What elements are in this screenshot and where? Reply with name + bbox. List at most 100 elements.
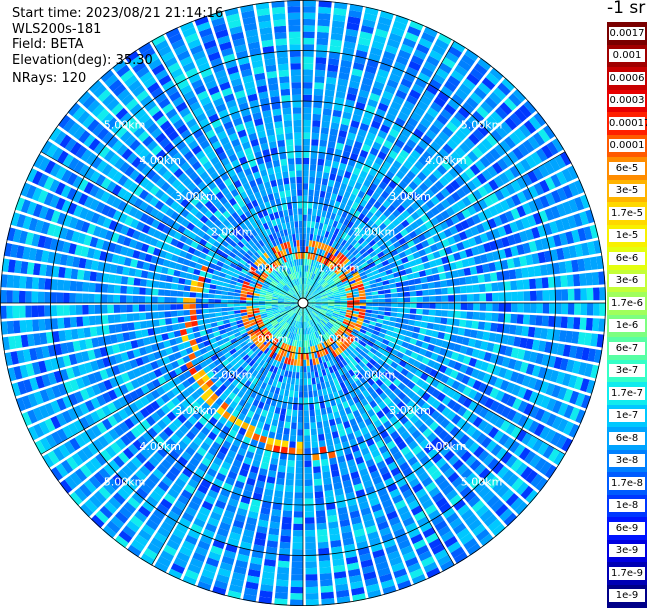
ppi-cell: [316, 504, 325, 511]
ppi-cell: [275, 484, 284, 491]
ppi-cell: [321, 210, 326, 217]
ppi-cell: [140, 279, 147, 287]
ppi-cell: [77, 328, 85, 338]
ppi-cell: [403, 292, 410, 297]
ppi-cell: [299, 334, 301, 340]
ppi-cell: [331, 193, 337, 200]
ppi-cell: [314, 473, 322, 480]
ppi-cell: [510, 314, 517, 324]
ppi-cell: [76, 281, 83, 291]
ppi-cell: [586, 273, 593, 286]
ppi-cell: [461, 294, 468, 301]
ppi-cell: [318, 542, 329, 549]
ppi-cell: [580, 318, 587, 331]
ppi-cell: [246, 301, 252, 303]
ppi-cell: [300, 360, 303, 366]
ppi-cell: [277, 567, 289, 574]
ppi-cell: [480, 293, 487, 301]
ppi-cell: [325, 160, 332, 167]
ppi-cell: [326, 439, 333, 446]
ppi-cell: [383, 285, 390, 290]
ppi-cell: [303, 63, 313, 70]
ppi-cell: [291, 574, 303, 581]
ppi-cell: [185, 322, 192, 328]
ppi-cell: [299, 391, 303, 397]
ppi-cell: [308, 196, 313, 203]
ppi-cell: [498, 313, 505, 322]
ppi-cell: [215, 295, 222, 299]
ppi-cell: [269, 464, 277, 471]
ppi-cell: [347, 308, 354, 311]
ppi-cell: [454, 287, 461, 294]
ppi-cell: [384, 312, 391, 316]
ppi-cell: [304, 353, 307, 359]
ppi-cell: [325, 90, 335, 97]
ppi-cell: [311, 145, 318, 152]
ppi-cell: [435, 310, 442, 316]
ppi-cell: [315, 64, 326, 71]
ppi-cell: [319, 440, 326, 447]
ppi-cell: [379, 299, 386, 303]
ppi-cell: [385, 294, 392, 298]
ppi-cell: [303, 234, 306, 240]
ppi-cell: [286, 479, 294, 486]
ppi-cell: [308, 385, 312, 392]
ppi-cell: [366, 303, 372, 306]
ppi-cell: [416, 309, 423, 315]
ppi-cell: [88, 305, 95, 314]
ppi-cell: [442, 303, 449, 309]
ppi-cell: [304, 417, 309, 423]
ppi-cell: [223, 283, 230, 288]
ppi-cell: [108, 284, 115, 293]
ppi-cell: [587, 288, 594, 301]
ppi-cell: [253, 298, 259, 301]
ppi-cell: [215, 290, 222, 294]
ppi-cell: [259, 305, 265, 307]
ppi-cell: [210, 318, 217, 323]
ppi-cell: [378, 290, 385, 294]
ppi-cell: [304, 448, 311, 455]
ppi-cell: [321, 127, 329, 134]
ppi-cell: [271, 509, 281, 516]
ppi-cell: [315, 222, 320, 229]
ppi-cell: [218, 325, 225, 330]
ppi-cell: [304, 435, 310, 442]
ppi-cell: [133, 296, 139, 303]
ppi-cell: [461, 303, 467, 310]
ppi-cell: [240, 307, 247, 310]
ppi-cell: [279, 389, 284, 396]
ppi-cell: [191, 280, 198, 286]
ppi-cell: [291, 581, 303, 588]
ppi-cell: [409, 285, 416, 291]
ppi-cell: [524, 303, 531, 313]
ppi-cell: [359, 290, 366, 294]
ppi-cell: [190, 292, 197, 297]
ppi-cell: [300, 372, 303, 378]
ppi-cell: [314, 196, 319, 203]
ppi-cell: [434, 317, 441, 324]
ppi-cell: [292, 562, 303, 569]
ppi-cell: [234, 307, 241, 310]
ppi-cell: [435, 289, 442, 295]
ppi-cell: [391, 298, 397, 302]
ppi-cell: [315, 184, 321, 191]
ppi-cell: [164, 304, 171, 310]
ppi-cell: [289, 365, 293, 372]
ppi-cell: [587, 303, 594, 316]
ppi-cell: [82, 282, 89, 292]
ppi-cell: [107, 295, 114, 303]
ppi-cell: [286, 473, 294, 480]
ppi-cell: [284, 422, 290, 429]
ppi-cell: [177, 304, 183, 310]
ppi-cell: [370, 317, 377, 322]
ppi-cell: [306, 240, 309, 246]
ppi-cell: [305, 549, 316, 556]
ppi-cell: [306, 568, 318, 575]
ppi-cell: [166, 325, 173, 332]
ppi-cell: [567, 317, 574, 329]
ppi-cell: [159, 282, 166, 289]
ppi-cell: [208, 299, 214, 303]
ppi-cell: [390, 312, 397, 317]
ppi-cell: [212, 327, 219, 333]
ppi-cell: [203, 288, 210, 293]
